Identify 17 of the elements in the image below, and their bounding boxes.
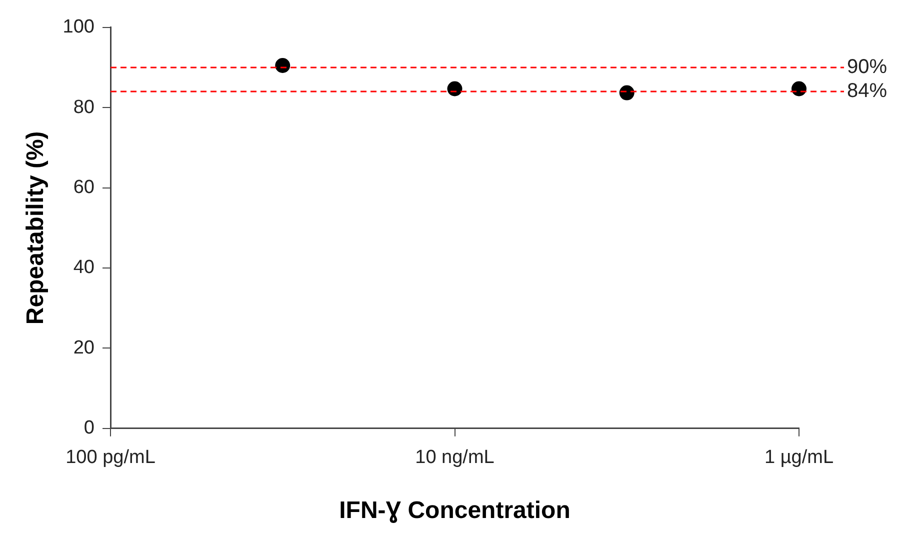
ref-line-label: 90% [847, 56, 888, 78]
point [275, 58, 290, 73]
x-tick-label: 100 pg/mL [66, 447, 156, 468]
y-tick-label: 100 [62, 16, 94, 38]
y-tick-label: 80 [73, 96, 94, 118]
point [619, 85, 634, 100]
x-axis-title: IFN-Ɣ Concentration [339, 497, 570, 524]
point [447, 81, 462, 96]
y-tick-label: 40 [73, 257, 94, 278]
y-tick-label: 0 [84, 418, 94, 439]
y-tick-label: 20 [73, 337, 94, 358]
y-tick-label: 60 [73, 177, 94, 198]
y-axis-title: Repeatability (%) [22, 131, 50, 325]
x-tick-label: 10 ng/mL [415, 447, 494, 468]
x-tick-label: 1 µg/mL [764, 447, 834, 468]
point [792, 81, 806, 96]
ref-line-label: 84% [847, 80, 888, 102]
